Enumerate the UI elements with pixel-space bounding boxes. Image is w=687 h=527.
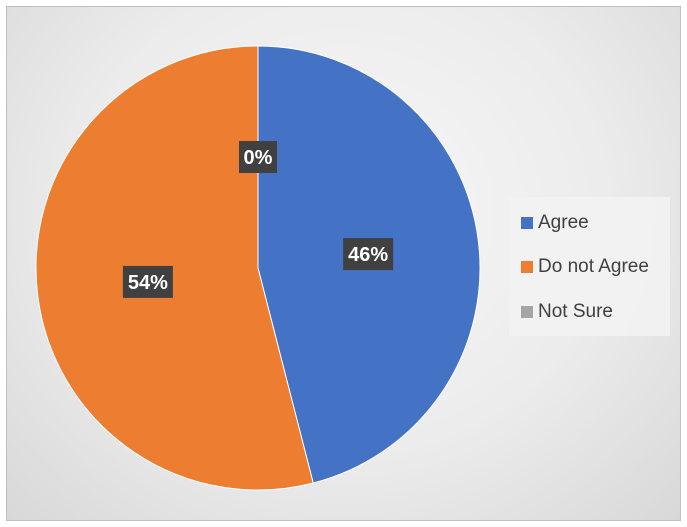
- legend-swatch-do-not-agree: [521, 261, 533, 273]
- svg-text:0%: 0%: [244, 147, 273, 169]
- legend-item-do-not-agree: Do not Agree: [521, 255, 649, 279]
- legend: Agree Do not Agree Not Sure: [509, 197, 670, 336]
- data-label-not-sure: 0%: [239, 141, 277, 173]
- data-label-box-agree: [343, 238, 394, 271]
- legend-label-agree: Agree: [538, 212, 589, 233]
- legend-label-not-sure: Not Sure: [538, 301, 613, 322]
- data-label-box-not-sure: [239, 141, 277, 173]
- legend-item-not-sure: Not Sure: [521, 300, 613, 324]
- legend-label-do-not-agree: Do not Agree: [538, 256, 649, 277]
- svg-text:54%: 54%: [128, 272, 168, 294]
- legend-swatch-not-sure: [521, 306, 533, 318]
- legend-item-agree: Agree: [521, 211, 589, 235]
- data-label-agree: 46%: [343, 238, 394, 271]
- legend-swatch-agree: [521, 217, 533, 229]
- data-label-do-not-agree: 54%: [122, 265, 173, 298]
- data-label-box-do-not-agree: [122, 265, 173, 298]
- svg-text:46%: 46%: [348, 244, 388, 266]
